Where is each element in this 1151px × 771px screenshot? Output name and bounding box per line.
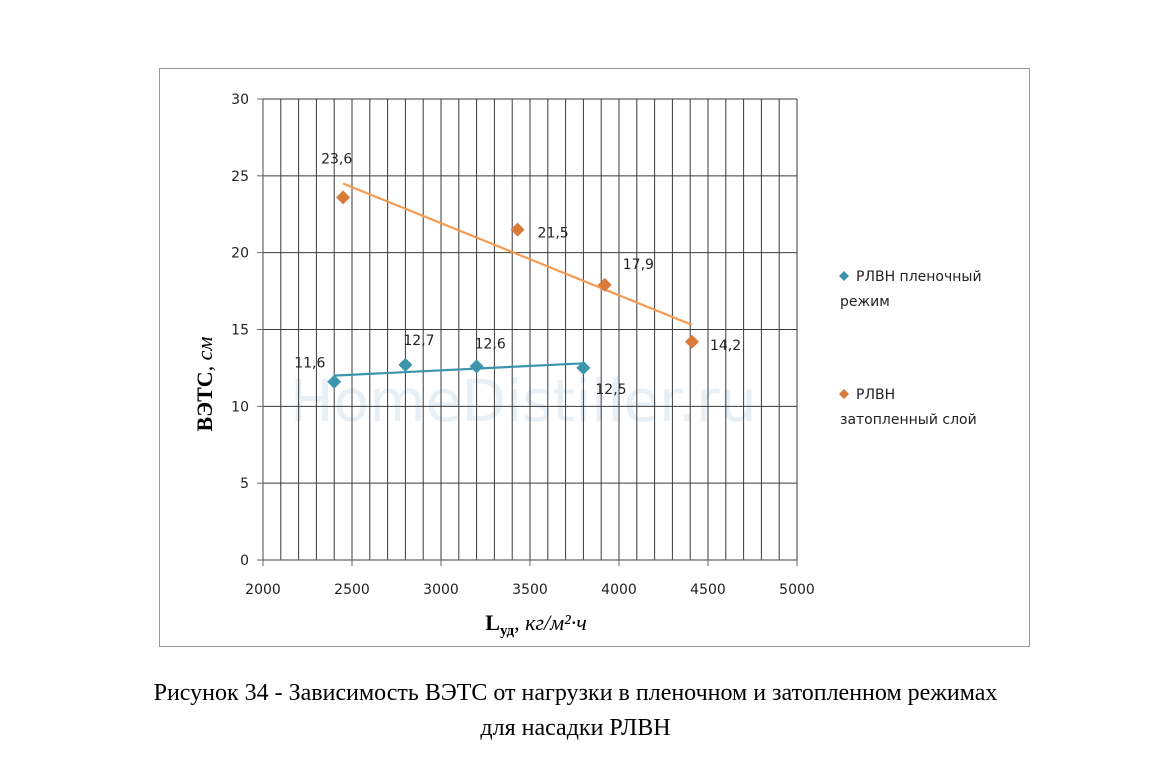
trendlines <box>334 182 693 377</box>
legend-label: РЛВН пленочный <box>856 269 982 285</box>
data-label: 21,5 <box>538 226 569 242</box>
legend: РЛВН пленочный режим РЛВН затопленный слой <box>839 269 982 428</box>
data-label: 11,6 <box>294 356 325 372</box>
data-labels: 11,6 12,7 12,6 12,5 23,6 21,5 17,9 14,2 <box>294 151 741 398</box>
data-point <box>576 360 591 375</box>
y-tick-label: 30 <box>231 92 249 108</box>
x-tick-label: 2000 <box>245 582 281 598</box>
watermark-text: HomeDistiller.ru <box>290 367 757 435</box>
figure-caption: Рисунок 34 - Зависимость ВЭТС от нагрузк… <box>0 676 1151 746</box>
y-tick-label: 25 <box>231 169 249 185</box>
data-points <box>327 190 699 389</box>
x-tick-label: 4500 <box>690 582 726 598</box>
y-axis-label: ВЭТС, см <box>192 337 217 432</box>
data-label: 12,6 <box>475 336 506 352</box>
y-tick-label: 20 <box>231 246 249 262</box>
trendline <box>334 362 584 377</box>
data-point <box>336 190 351 205</box>
data-label: 23,6 <box>321 151 352 167</box>
data-label: 17,9 <box>623 257 654 273</box>
legend-label: РЛВН <box>856 387 895 403</box>
data-point <box>684 334 699 349</box>
trendline <box>342 182 693 326</box>
chart-frame: HomeDistiller.ru 0 5 10 15 20 25 30 2000 2500 300… <box>159 68 1030 647</box>
data-label: 14,2 <box>710 338 741 354</box>
caption-line-1: Рисунок 34 - Зависимость ВЭТС от нагрузк… <box>153 680 998 706</box>
data-point <box>510 222 525 237</box>
legend-marker <box>839 271 849 281</box>
chart-svg: HomeDistiller.ru 0 5 10 15 20 25 30 2000 2500 300… <box>192 92 982 639</box>
x-axis-label: Lуд, кг/м²·ч <box>485 610 586 639</box>
x-tick-label: 3000 <box>423 582 459 598</box>
grid <box>262 98 798 561</box>
y-tick-label: 10 <box>231 399 249 415</box>
data-point <box>398 357 413 372</box>
x-tick-label: 5000 <box>779 582 815 598</box>
y-tick-label: 5 <box>240 476 249 492</box>
x-tick-label: 2500 <box>334 582 370 598</box>
data-label: 12,5 <box>595 382 626 398</box>
data-label: 12,7 <box>403 333 434 349</box>
axes: 0 5 10 15 20 25 30 2000 2500 3000 3500 4000 4500 5000 <box>231 92 815 598</box>
data-point <box>327 374 342 389</box>
y-tick-label: 0 <box>240 553 249 569</box>
y-tick-label: 15 <box>231 323 249 339</box>
legend-label: режим <box>840 294 890 310</box>
legend-marker <box>839 389 849 399</box>
x-tick-label: 4000 <box>601 582 637 598</box>
x-tick-label: 3500 <box>512 582 548 598</box>
legend-label: затопленный слой <box>840 412 977 428</box>
caption-line-2: для насадки РЛВН <box>480 715 671 741</box>
data-point <box>469 359 484 374</box>
data-point <box>597 277 612 292</box>
